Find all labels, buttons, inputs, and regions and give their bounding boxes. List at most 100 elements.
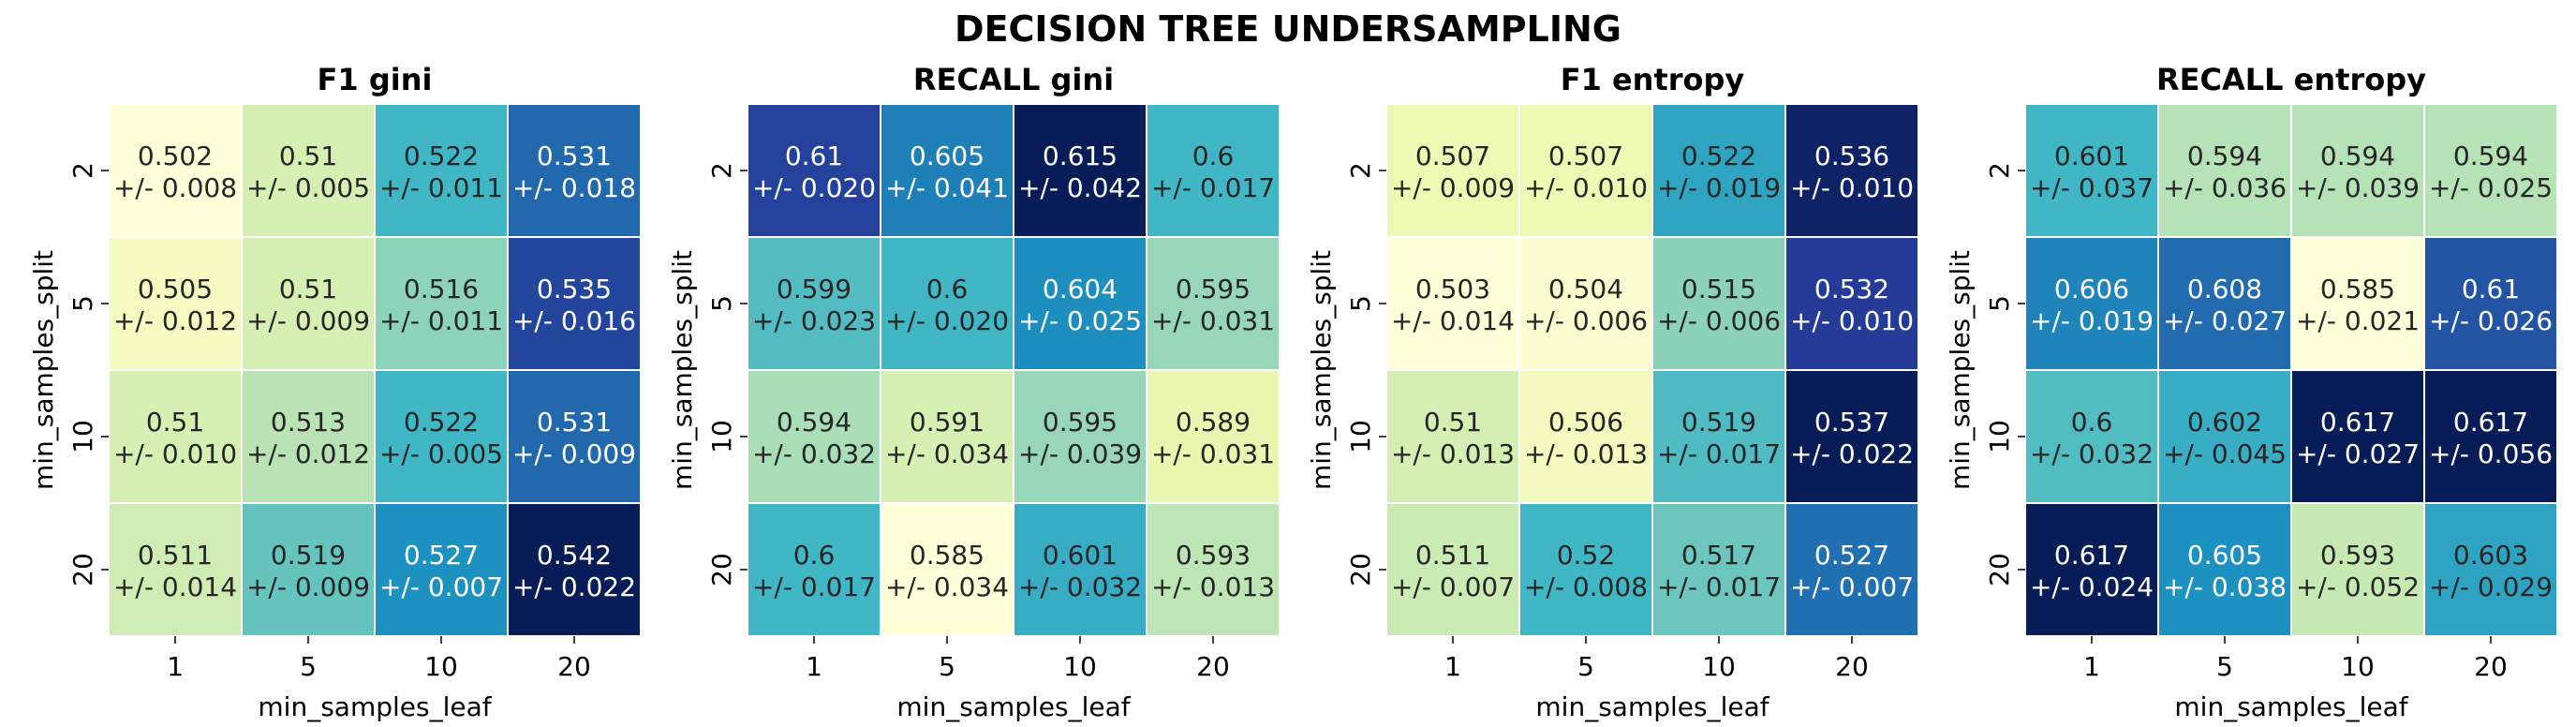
cell-value-label: 0.603 [2453,540,2528,571]
heatmap-cell [2157,103,2292,238]
heatmap-cell [1784,236,1919,371]
cell-value-label: 0.599 [777,274,851,304]
x-tick-label: 1 [2083,651,2100,682]
y-tick-label: 10 [1345,420,1376,453]
cell-value-label: 0.527 [1814,540,1889,571]
cell-error-label: +/- 0.032 [2030,438,2154,469]
y-axis-label: min_samples_split [1306,250,1337,490]
y-tick-label: 10 [1984,420,2015,453]
x-tick-label: 20 [1835,651,1869,682]
cell-value-label: 0.519 [271,540,346,571]
heatmap-cell [880,369,1014,504]
cell-value-label: 0.504 [1548,274,1623,304]
cell-value-label: 0.594 [2320,141,2395,171]
x-tick-label: 10 [2341,651,2375,682]
cell-error-label: +/- 0.005 [246,172,370,203]
cell-value-label: 0.519 [1681,407,1756,438]
y-tick-label: 20 [67,553,98,586]
cell-error-label: +/- 0.010 [1790,305,1914,336]
cell-value-label: 0.516 [404,274,479,304]
cell-error-label: +/- 0.032 [752,438,876,469]
heatmap-cell [2290,103,2425,238]
cell-error-label: +/- 0.010 [113,438,237,469]
cell-error-label: +/- 0.013 [1391,438,1515,469]
cell-error-label: +/- 0.010 [1524,172,1648,203]
cell-value-label: 0.589 [1176,407,1251,438]
heatmap-cell [507,103,642,238]
y-axis-label: min_samples_split [667,250,698,490]
x-axis-label: min_samples_leaf [1535,691,1769,722]
cell-error-label: +/- 0.009 [246,571,370,602]
cell-value-label: 0.536 [1814,141,1889,171]
heatmap-cell [108,103,243,238]
heatmap-cell [2024,236,2159,371]
cell-value-label: 0.606 [2054,274,2129,304]
x-tick-label: 5 [2216,651,2233,682]
cell-value-label: 0.522 [404,407,479,438]
cell-error-label: +/- 0.022 [1790,438,1914,469]
y-tick-label: 10 [706,420,737,453]
y-tick-label: 2 [1984,162,2015,179]
cell-value-label: 0.617 [2054,540,2129,571]
heatmap-cell [1651,236,1786,371]
cell-error-label: +/- 0.007 [1391,571,1515,602]
cell-value-label: 0.604 [1043,274,1118,304]
y-tick-label: 20 [1345,553,1376,586]
heatmap-cell [2290,369,2425,504]
cell-error-label: +/- 0.017 [752,571,876,602]
cell-error-label: +/- 0.005 [379,438,503,469]
cell-value-label: 0.593 [1176,540,1251,571]
cell-value-label: 0.594 [2187,141,2262,171]
x-tick-label: 1 [1444,651,1461,682]
cell-error-label: +/- 0.025 [2429,172,2553,203]
cell-value-label: 0.61 [2462,274,2520,304]
cell-value-label: 0.535 [537,274,612,304]
cell-error-label: +/- 0.012 [246,438,370,469]
heatmap-cell [1651,502,1786,637]
cell-value-label: 0.585 [2320,274,2395,304]
y-tick-label: 5 [67,295,98,312]
cell-value-label: 0.6 [1192,141,1235,171]
cell-error-label: +/- 0.026 [2429,305,2553,336]
cell-error-label: +/- 0.014 [113,571,237,602]
cell-error-label: +/- 0.037 [2030,172,2154,203]
cell-error-label: +/- 0.008 [1524,571,1648,602]
cell-error-label: +/- 0.039 [2296,172,2420,203]
y-tick-label: 20 [1984,553,2015,586]
cell-value-label: 0.527 [404,540,479,571]
cell-error-label: +/- 0.027 [2163,305,2287,336]
x-tick-label: 20 [1196,651,1230,682]
y-tick-label: 10 [67,420,98,453]
cell-value-label: 0.601 [1043,540,1118,571]
heatmap-cell [880,103,1014,238]
y-tick-label: 20 [706,553,737,586]
cell-error-label: +/- 0.016 [512,305,636,336]
cell-error-label: +/- 0.009 [512,438,636,469]
heatmap-cell [1385,103,1520,238]
heatmap-cell [2423,369,2558,504]
cell-error-label: +/- 0.013 [1524,438,1648,469]
heatmap-cell [2024,103,2159,238]
cell-value-label: 0.52 [1557,540,1615,571]
heatmap-cell [507,236,642,371]
cell-error-label: +/- 0.017 [1151,172,1275,203]
heatmap-cell [2423,103,2558,238]
cell-error-label: +/- 0.034 [885,571,1009,602]
x-tick-label: 10 [424,651,458,682]
heatmap-cell [1518,502,1653,637]
cell-value-label: 0.594 [777,407,851,438]
cell-value-label: 0.511 [1415,540,1490,571]
panel-title: RECALL entropy [2156,62,2426,97]
suptitle: DECISION TREE UNDERSAMPLING [955,8,1621,50]
cell-error-label: +/- 0.020 [885,305,1009,336]
x-axis-label: min_samples_leaf [896,691,1131,722]
heatmap-cell [1146,502,1281,637]
cell-value-label: 0.601 [2054,141,2129,171]
cell-error-label: +/- 0.017 [1657,571,1781,602]
